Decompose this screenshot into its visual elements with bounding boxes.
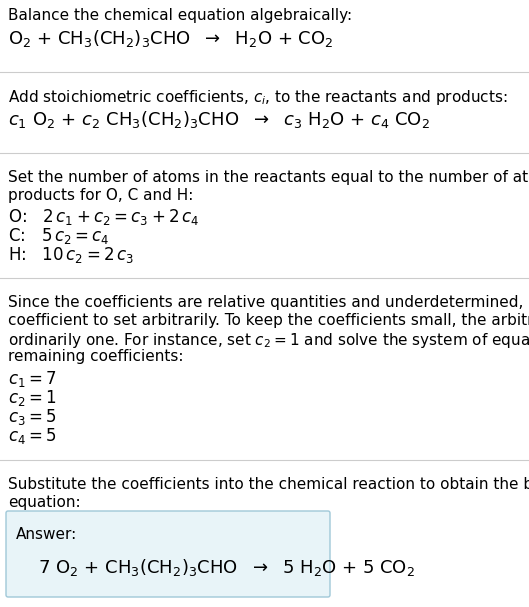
Text: remaining coefficients:: remaining coefficients: <box>8 349 184 364</box>
Text: $c_1$ O$_2$ + $c_2$ CH$_3$(CH$_2$)$_3$CHO  $\rightarrow$  $c_3$ H$_2$O + $c_4$ C: $c_1$ O$_2$ + $c_2$ CH$_3$(CH$_2$)$_3$CH… <box>8 109 430 130</box>
Text: Add stoichiometric coefficients, $c_i$, to the reactants and products:: Add stoichiometric coefficients, $c_i$, … <box>8 88 508 107</box>
Text: $c_2 = 1$: $c_2 = 1$ <box>8 388 57 408</box>
Text: Balance the chemical equation algebraically:: Balance the chemical equation algebraica… <box>8 8 352 23</box>
Text: $c_3 = 5$: $c_3 = 5$ <box>8 407 57 427</box>
Text: O$_2$ + CH$_3$(CH$_2$)$_3$CHO  $\rightarrow$  H$_2$O + CO$_2$: O$_2$ + CH$_3$(CH$_2$)$_3$CHO $\rightarr… <box>8 28 334 49</box>
Text: $c_4 = 5$: $c_4 = 5$ <box>8 426 57 446</box>
Text: 7 O$_2$ + CH$_3$(CH$_2$)$_3$CHO  $\rightarrow$  5 H$_2$O + 5 CO$_2$: 7 O$_2$ + CH$_3$(CH$_2$)$_3$CHO $\righta… <box>38 557 415 578</box>
FancyBboxPatch shape <box>6 511 330 597</box>
Text: Substitute the coefficients into the chemical reaction to obtain the balanced: Substitute the coefficients into the che… <box>8 477 529 492</box>
Text: $c_1 = 7$: $c_1 = 7$ <box>8 369 57 389</box>
Text: Set the number of atoms in the reactants equal to the number of atoms in the: Set the number of atoms in the reactants… <box>8 170 529 185</box>
Text: H:   $10\,c_2 = 2\,c_3$: H: $10\,c_2 = 2\,c_3$ <box>8 245 134 265</box>
Text: Answer:: Answer: <box>16 527 77 542</box>
Text: ordinarily one. For instance, set $c_2 = 1$ and solve the system of equations fo: ordinarily one. For instance, set $c_2 =… <box>8 331 529 350</box>
Text: equation:: equation: <box>8 495 80 510</box>
Text: O:   $2\,c_1 + c_2 = c_3 + 2\,c_4$: O: $2\,c_1 + c_2 = c_3 + 2\,c_4$ <box>8 207 199 227</box>
Text: Since the coefficients are relative quantities and underdetermined, choose a: Since the coefficients are relative quan… <box>8 295 529 310</box>
Text: C:   $5\,c_2 = c_4$: C: $5\,c_2 = c_4$ <box>8 226 110 246</box>
Text: coefficient to set arbitrarily. To keep the coefficients small, the arbitrary va: coefficient to set arbitrarily. To keep … <box>8 313 529 328</box>
Text: products for O, C and H:: products for O, C and H: <box>8 188 194 203</box>
